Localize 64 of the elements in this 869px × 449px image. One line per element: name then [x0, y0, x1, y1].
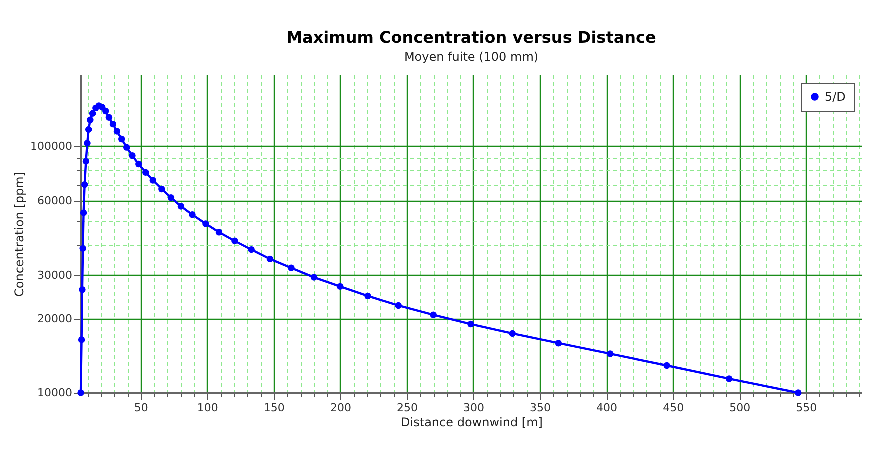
point — [202, 220, 210, 228]
legend-label: 5/D — [825, 90, 846, 104]
point — [142, 169, 150, 176]
point — [84, 140, 91, 147]
y-tick-label: 100000 — [30, 140, 72, 153]
point — [248, 246, 255, 254]
point — [136, 160, 142, 168]
y-axis-title: Concentration [ppm] — [12, 172, 27, 297]
x-tick-label: 50 — [134, 402, 148, 414]
point — [266, 256, 274, 263]
point — [795, 390, 802, 396]
point — [664, 362, 670, 370]
point — [82, 158, 90, 165]
x-tick-label: 450 — [663, 402, 684, 414]
point — [110, 120, 117, 128]
x-tick-label: 350 — [530, 402, 552, 414]
point — [80, 210, 88, 216]
y-tick-label: 20000 — [38, 312, 72, 326]
point — [114, 128, 121, 135]
y-tick-label: 60000 — [38, 194, 72, 208]
x-tick-label: 550 — [796, 402, 818, 414]
point — [78, 336, 86, 344]
x-tick-label: 100 — [197, 402, 218, 414]
point — [310, 274, 318, 281]
point — [106, 114, 113, 121]
y-tick-label: 10000 — [38, 386, 72, 400]
point — [79, 286, 86, 294]
point — [288, 264, 295, 272]
point — [395, 302, 402, 310]
point — [82, 181, 88, 188]
chart-title: Maximum Concentration versus Distance — [286, 28, 657, 47]
point — [189, 212, 196, 218]
chart-subtitle: Moyen fuite (100 mm) — [404, 50, 539, 64]
point — [364, 292, 372, 300]
point — [85, 126, 92, 134]
point — [726, 376, 733, 382]
point — [158, 186, 166, 193]
point — [124, 144, 130, 151]
point — [168, 194, 175, 202]
point — [178, 203, 185, 210]
x-tick-label: 150 — [264, 402, 285, 414]
point — [129, 152, 136, 160]
point — [555, 340, 562, 347]
point — [78, 390, 84, 396]
point — [509, 330, 516, 338]
x-tick-label: 500 — [730, 402, 751, 414]
point — [89, 110, 96, 117]
y-tick-label: 30000 — [38, 268, 72, 282]
point — [87, 116, 94, 124]
point — [102, 108, 110, 115]
x-axis-title: Distance downwind [m] — [401, 416, 543, 430]
point — [336, 283, 344, 290]
point — [216, 229, 223, 236]
point — [150, 177, 156, 184]
point — [118, 136, 126, 143]
x-tick-label: 200 — [330, 402, 352, 414]
point — [607, 350, 614, 358]
x-tick-label: 400 — [596, 402, 618, 414]
x-tick-label: 250 — [396, 402, 418, 414]
point — [468, 320, 474, 328]
x-tick-label: 300 — [463, 402, 484, 414]
point — [80, 245, 86, 252]
point — [430, 312, 437, 318]
point — [232, 238, 238, 245]
